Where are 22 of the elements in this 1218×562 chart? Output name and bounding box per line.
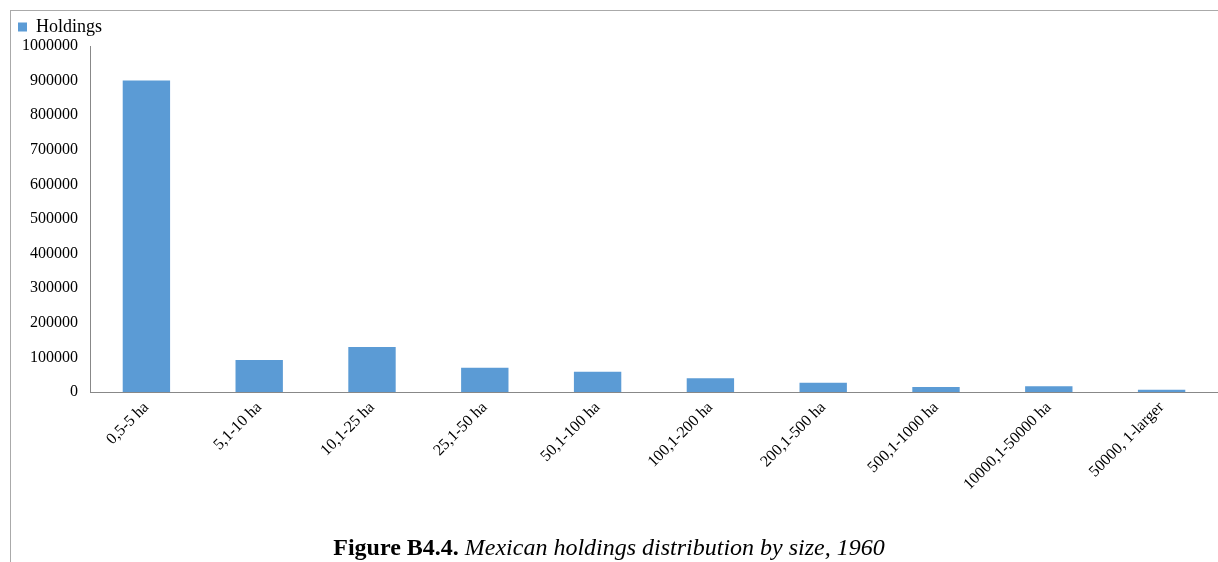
y-tick-label: 100000 [30,347,78,365]
bar [573,371,622,393]
y-tick-label: 600000 [30,174,78,192]
y-tick-label: 800000 [30,105,78,123]
y-tick-label: 900000 [30,70,78,88]
y-tick-label: 0 [70,382,78,400]
bar [235,359,283,393]
bar [799,382,847,393]
y-tick-label: 200000 [30,313,78,331]
bar [912,386,960,393]
bar [348,347,396,393]
y-tick-label: 400000 [30,243,78,261]
text: Figure B4.4. Mexican holdings distribution by size, 1960 [333,534,885,560]
y-tick-label: 300000 [30,278,78,296]
bar [686,378,735,393]
y-tick-label: 1000000 [22,36,78,54]
bar [1025,386,1073,393]
y-tick-label: 700000 [30,140,78,158]
y-tick-label: 500000 [30,209,78,227]
bar [122,80,171,393]
legend-label: Holdings [36,15,103,36]
bar [461,367,509,393]
